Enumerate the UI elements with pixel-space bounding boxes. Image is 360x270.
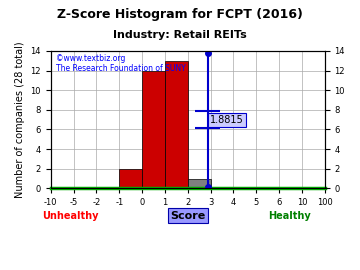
- Text: 1.8815: 1.8815: [210, 115, 243, 125]
- Text: Industry: Retail REITs: Industry: Retail REITs: [113, 30, 247, 40]
- Text: ©www.textbiz.org
The Research Foundation of SUNY: ©www.textbiz.org The Research Foundation…: [56, 54, 186, 73]
- Text: Healthy: Healthy: [268, 211, 311, 221]
- Text: Z-Score Histogram for FCPT (2016): Z-Score Histogram for FCPT (2016): [57, 8, 303, 21]
- Text: Unhealthy: Unhealthy: [42, 211, 98, 221]
- Y-axis label: Number of companies (28 total): Number of companies (28 total): [15, 41, 25, 198]
- Text: Score: Score: [170, 211, 206, 221]
- Bar: [119, 169, 142, 188]
- Bar: [165, 61, 188, 188]
- Bar: [188, 178, 211, 188]
- Bar: [142, 70, 165, 188]
